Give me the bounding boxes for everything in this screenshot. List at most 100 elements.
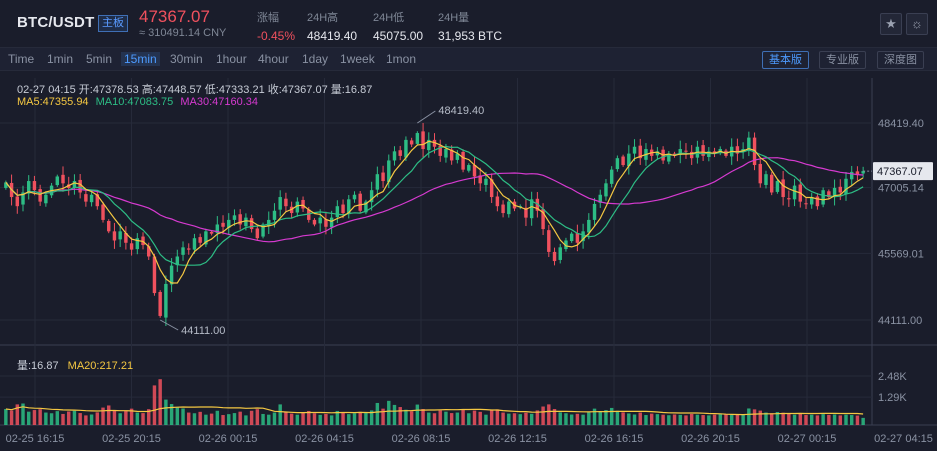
candle-body [347,199,351,215]
candle-body [55,176,60,186]
volume-bar [95,412,100,425]
volume-bar [832,414,837,425]
volume-bar [615,410,620,425]
mode-pro-button[interactable]: 专业版 [819,51,866,69]
volume-bar [775,412,780,425]
candle-body [312,219,317,225]
candle-body [804,203,808,205]
candle-body [684,150,688,152]
volume-bar [118,413,122,425]
volume-bar [724,414,728,425]
volume-bar [387,400,391,425]
volume-bar [249,410,254,425]
volume-bar [758,410,762,425]
volume-bar [261,413,265,425]
candle-body [809,197,814,205]
volume-bar [472,410,477,425]
candle-body [324,219,328,227]
stat-24h-low-value: 45075.00 [373,29,424,43]
interval-time[interactable]: Time [8,52,35,66]
candle-body [769,174,774,193]
interval-toolbar: Time 1min 5min 15min 30min 1hour 4hour 1… [0,47,937,71]
volume-bar [107,405,111,425]
candle-body [472,165,477,177]
volume-bar [621,412,625,425]
candle-body [827,191,831,198]
price-tick-label: 47005.14 [878,183,924,195]
candle-body [147,246,151,257]
interval-1min[interactable]: 1min [47,52,74,66]
volume-bar [369,410,374,425]
volume-bar [747,408,751,425]
volume-bar [15,404,20,425]
stat-24h-volume-value: 31,953 BTC [438,29,503,43]
volume-bar [489,410,494,425]
interval-1hour[interactable]: 1hour [216,52,247,66]
volume-bar [501,412,505,425]
ma5-line [5,140,864,284]
volume-bar [547,404,551,425]
mode-basic-button[interactable]: 基本版 [762,51,809,69]
ma-legend: MA5:47355.94 MA10:47083.75 MA30:47160.34 [17,96,258,108]
candle-body [604,183,608,197]
volume-bar [38,409,42,425]
volume-bar [667,415,671,425]
candle-body [221,222,225,227]
candle-body [438,145,442,156]
volume-bar [627,413,631,425]
volume-bar [495,409,500,425]
kline-chart[interactable]: 48419.40 47005.14 45569.01 44111.00 2.48K 1.2… [0,72,937,451]
interval-30min[interactable]: 30min [170,52,203,66]
pair-name[interactable]: BTC/USDT [17,14,95,31]
volume-bar [432,413,437,425]
volume-bar [158,379,162,425]
volume-bar [232,413,237,425]
volume-bar [358,411,362,425]
mode-depth-button[interactable]: 深度图 [877,51,924,69]
candle-body [169,265,174,285]
candle-body [821,190,825,205]
volume-bar [684,415,688,425]
interval-1day[interactable]: 1day [302,52,329,66]
candle-body [295,201,300,213]
ma20-volume-value: MA20:217.21 [67,360,134,372]
candle-body [112,231,117,241]
board-badge: 主板 [98,15,128,32]
volume-bar [849,415,854,425]
volume-bar [67,411,71,425]
ohlc-readout: 02-27 04:15 开:47378.53 高:47448.57 低:4733… [17,84,373,96]
ma10-value: MA10:47083.75 [95,96,174,108]
volume-bar [518,414,522,425]
candle-body [387,160,391,183]
volume-bar [638,412,642,425]
interval-5min[interactable]: 5min [86,52,113,66]
candle-body [621,156,625,166]
candle-body [381,172,385,182]
time-tick-label: 02-26 20:15 [681,433,740,445]
candle-body [204,231,208,245]
interval-1mon[interactable]: 1mon [386,52,417,66]
interval-15min[interactable]: 15min [121,52,160,66]
stat-24h-low-label: 24H低 [373,12,405,24]
candle-body [329,217,334,228]
volume-bar [335,410,340,425]
interval-1week[interactable]: 1week [340,52,375,66]
candle-body [21,192,25,205]
stat-24h-high-label: 24H高 [307,12,339,24]
volume-bar [689,413,694,425]
time-tick-label: 02-26 04:15 [295,433,354,445]
volume-bar [284,411,288,425]
volume-bar [409,411,414,425]
last-price: 47367.07 [139,7,210,26]
volume-bar [438,410,442,425]
high-annotation-label: 48419.40 [438,105,484,117]
volume-bar [147,409,151,425]
star-icon[interactable]: ★ [880,13,902,35]
interval-4hour[interactable]: 4hour [258,52,289,66]
current-price-label: 47367.07 [877,166,923,178]
candle-body [627,153,631,167]
ma10-line [5,145,864,266]
candle-body [495,196,500,207]
ticker-header: BTC/USDT 主板 47367.07 ≈ 310491.14 CNY 涨幅 … [0,0,937,44]
theme-icon[interactable]: ☼ [906,13,928,35]
